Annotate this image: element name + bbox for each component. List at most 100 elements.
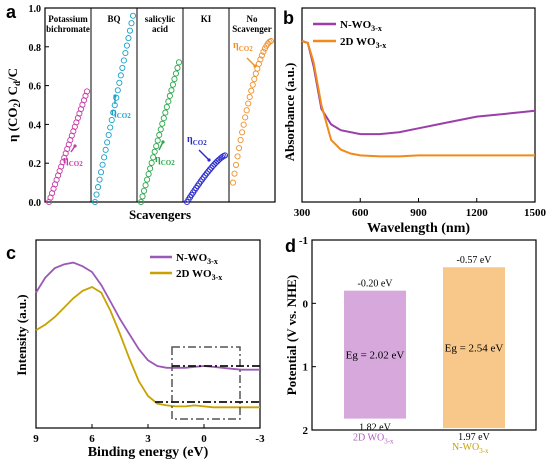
data-point [123,42,130,49]
data-point [208,164,215,171]
legend-label: N-WO3-x [176,252,218,266]
y-tick-label: 0.0 [29,198,42,209]
x-axis-label: Binding energy (eV) [88,445,209,460]
panel-letter: a [6,2,17,22]
data-point [168,87,175,94]
segment-label: salicylic [145,14,176,24]
y-axis-label: η (CO2) Cd/C [5,68,22,142]
segment-label: Scavenger [232,24,272,34]
annotation-arrow [198,149,210,161]
y-tick-label: 1 [303,362,309,374]
cb-label: -0.57 eV [457,255,493,266]
eta-annotation: ηCO2 [111,107,131,120]
arrow-head [113,94,117,98]
eta-annotation: ηCO2 [187,134,207,147]
segment-label: bichromate [46,24,90,34]
y-tick-label: 2 [303,425,309,437]
legend-label: 2D WO3-x [340,36,386,50]
data-point [120,57,127,64]
data-point [119,64,126,71]
eta-annotation: ηCO2 [63,155,83,168]
x-tick-label: 1200 [466,207,489,219]
panel-c: c 9 6 3 0 -3 Binding energy (eV) Intensity (a.u… [6,239,265,460]
x-tick-label: 1500 [524,207,547,219]
y-tick-label: 0.4 [29,120,42,131]
data-point [236,145,243,152]
cb-label: -0.20 eV [358,279,394,290]
data-point [154,137,161,144]
plot-frame [35,239,261,429]
data-point [156,131,163,139]
data-point [139,193,146,200]
legend-label: 2D WO3-x [176,268,222,282]
data-point [157,126,164,133]
data-point [151,148,158,155]
data-point [240,121,247,128]
data-point [252,70,259,77]
eta-annotation: ηCO2 [155,154,175,167]
data-point [110,109,117,116]
y-axis-label: Intensity (a.u.) [14,294,29,375]
arrow-head [161,140,165,144]
data-point [165,98,172,105]
zoom-box [171,346,241,420]
data-point [147,165,154,172]
band-bar [344,290,406,419]
data-point [98,169,105,176]
segment-label: BQ [107,14,120,24]
y-tick-label: 0.6 [29,82,42,93]
data-point [83,88,91,95]
data-point [267,37,275,45]
y-tick-label: -1 [299,235,308,247]
data-point [140,187,148,194]
vb-label: 1.97 eV [458,432,490,443]
data-point [148,159,155,166]
data-point [218,154,226,161]
data-point [163,103,170,111]
y-tick-label: 1.0 [29,4,42,15]
gap-label: Eg = 2.02 eV [346,350,405,362]
panel-a: a 0.0 0.2 0.4 0.6 0.8 1.0 η (CO2) Cd/C Scavenger… [5,2,276,222]
data-point [102,146,109,153]
arrow-head [73,144,77,148]
data-point [101,154,108,161]
x-tick-label: -3 [255,433,265,445]
data-point [246,93,253,101]
data-point [243,107,250,114]
data-point [257,56,264,63]
data-point [91,198,99,206]
segment-label: acid [152,24,168,34]
data-point [94,184,102,191]
arrow-head [207,158,211,162]
segment-label: KI [201,14,212,24]
data-point [114,87,121,94]
panel-letter: c [6,243,16,263]
data-point [242,114,249,121]
data-point [153,143,160,150]
data-point [232,161,240,168]
data-point [234,153,241,160]
plot-frame [311,239,537,431]
data-point [117,72,124,79]
data-point [129,12,137,19]
data-point [107,124,114,131]
data-point [122,49,129,57]
segment-label: Potassium [48,14,88,24]
data-point [169,81,176,88]
data-point [205,168,212,175]
legend-label: N-WO3-x [340,19,382,33]
x-tick-label: 3 [145,433,151,445]
data-point [245,100,252,107]
panel-d: d -1 0 1 2 Potential (V vs. NHE) -0.20 eV Eg = … [284,235,537,455]
panel-b: b 300 600 900 1200 1500 Wavelength (nm) Absorba… [282,7,547,236]
data-point [239,129,246,136]
data-point [116,79,123,86]
vb-label: 1.82 eV [359,423,391,434]
data-point [258,52,265,59]
data-point [162,109,169,116]
panel-letter: b [283,8,294,28]
y-tick-label: 0.2 [29,159,42,170]
x-tick-label: 0 [201,433,207,445]
data-point [99,161,106,168]
